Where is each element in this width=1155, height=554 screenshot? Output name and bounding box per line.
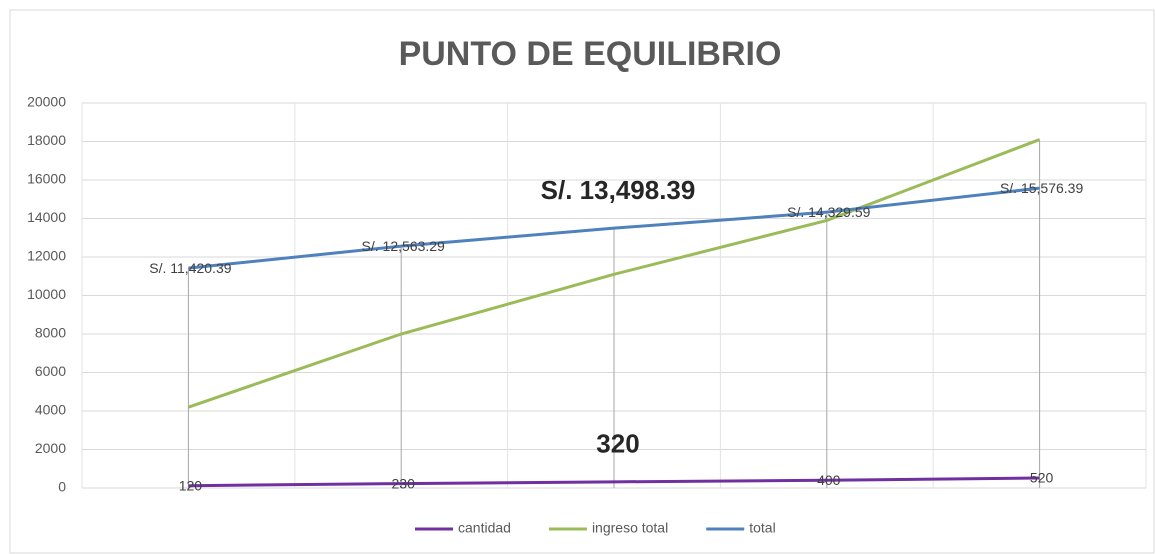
data-label: S/. 12,563.29	[362, 238, 446, 254]
y-tick-label: 6000	[35, 363, 66, 379]
data-label: 520	[1030, 470, 1054, 486]
data-label: 230	[392, 475, 416, 491]
data-label: 400	[817, 472, 841, 488]
data-label: S/. 14,329.59	[787, 204, 871, 220]
y-tick-label: 8000	[35, 325, 66, 341]
chart-title: PUNTO DE EQUILIBRIO	[399, 35, 782, 73]
series-line	[187, 138, 1041, 409]
data-label: S/. 13,498.39	[541, 175, 696, 205]
y-tick-label: 16000	[27, 171, 66, 187]
legend-label: total	[749, 520, 775, 536]
legend-label: cantidad	[458, 520, 511, 536]
series-line	[188, 476, 1040, 488]
data-label: 320	[596, 429, 639, 459]
y-tick-label: 0	[58, 479, 66, 495]
data-label: S/. 15,576.39	[1000, 180, 1084, 196]
y-tick-label: 2000	[35, 440, 66, 456]
y-tick-label: 4000	[35, 402, 66, 418]
y-tick-label: 10000	[27, 286, 66, 302]
chart-frame	[9, 9, 1155, 554]
y-tick-label: 18000	[27, 132, 66, 148]
series-line	[188, 186, 1040, 270]
y-tick-label: 12000	[27, 248, 66, 264]
legend-label: ingreso total	[592, 520, 668, 536]
data-label: S/. 11,420.39	[149, 260, 231, 276]
y-tick-label: 20000	[27, 94, 66, 110]
data-label: 120	[179, 477, 203, 493]
y-tick-label: 14000	[27, 209, 66, 225]
